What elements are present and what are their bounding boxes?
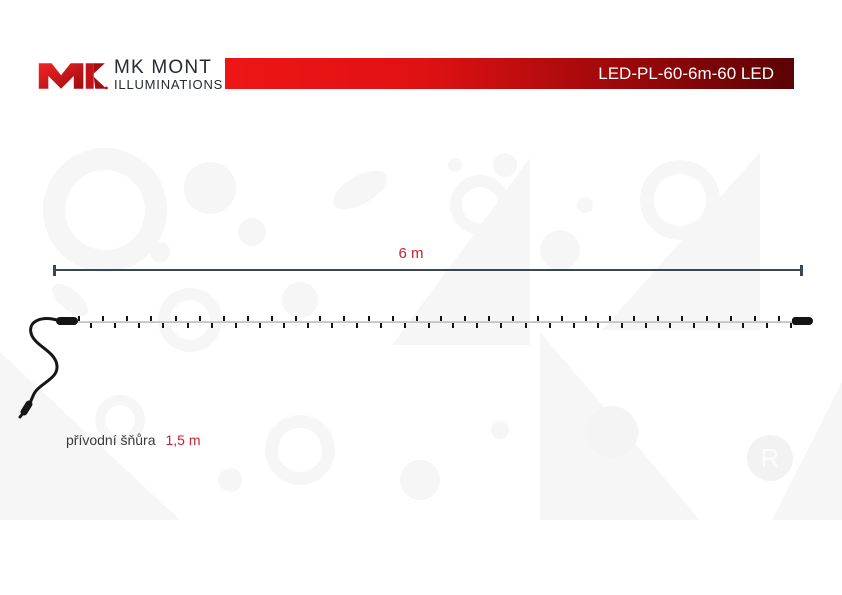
led-tick xyxy=(741,323,744,328)
led-tick xyxy=(572,323,575,328)
led-tick xyxy=(645,323,648,328)
led-tick xyxy=(283,323,286,328)
led-tick xyxy=(777,316,780,321)
led-tick xyxy=(126,316,129,321)
led-tick xyxy=(78,316,80,321)
led-tick xyxy=(210,323,213,328)
led-tick xyxy=(693,323,696,328)
led-tick xyxy=(234,323,237,328)
led-tick xyxy=(367,316,370,321)
led-tick xyxy=(512,316,515,321)
led-tick xyxy=(246,316,249,321)
length-dimension-line xyxy=(53,264,803,276)
cord-label: přívodní šňůra 1,5 m xyxy=(66,432,201,448)
led-tick xyxy=(355,323,358,328)
led-tick xyxy=(271,316,274,321)
led-tick xyxy=(138,323,141,328)
led-tick xyxy=(633,316,636,321)
led-tick xyxy=(90,323,93,328)
led-tick xyxy=(150,316,153,321)
led-tick xyxy=(415,316,418,321)
length-dimension-label: 6 m xyxy=(398,245,424,262)
led-tick xyxy=(621,323,624,328)
end-connector xyxy=(792,317,813,325)
registered-badge-letter: R xyxy=(761,443,780,473)
led-tick xyxy=(102,316,105,321)
led-tick xyxy=(427,323,430,328)
led-tick xyxy=(452,323,455,328)
plug-icon xyxy=(20,400,33,416)
led-string xyxy=(64,314,795,330)
led-tick xyxy=(162,323,165,328)
led-tick xyxy=(198,316,201,321)
led-tick xyxy=(307,323,310,328)
led-tick xyxy=(608,316,611,321)
led-tick xyxy=(174,316,177,321)
mk-monogram-icon xyxy=(38,63,108,90)
led-tick xyxy=(379,323,382,328)
led-tick xyxy=(669,323,672,328)
led-tick xyxy=(790,323,792,328)
led-tick xyxy=(222,316,225,321)
led-tick xyxy=(259,323,262,328)
led-tick xyxy=(476,323,479,328)
led-tick xyxy=(705,316,708,321)
product-title-banner: LED-PL-60-6m-60 LED xyxy=(225,58,794,89)
led-tick xyxy=(331,323,334,328)
led-tick xyxy=(548,323,551,328)
led-tick xyxy=(319,316,322,321)
led-tick xyxy=(753,316,756,321)
led-tick xyxy=(186,323,189,328)
led-tick xyxy=(681,316,684,321)
cord-connector xyxy=(56,317,78,325)
registered-badge: R xyxy=(747,435,793,481)
led-tick xyxy=(391,316,394,321)
dimension-end-cap-right xyxy=(800,264,803,276)
led-tick xyxy=(596,323,599,328)
led-tick xyxy=(524,323,527,328)
brand-name: MK MONT xyxy=(114,57,213,78)
dimension-end-cap-left xyxy=(53,264,56,276)
cord-label-text: přívodní šňůra xyxy=(66,432,156,448)
led-wire xyxy=(64,320,795,323)
product-title: LED-PL-60-6m-60 LED xyxy=(598,64,774,83)
led-tick xyxy=(464,316,467,321)
led-tick xyxy=(584,316,587,321)
cord-length-value: 1,5 m xyxy=(165,432,201,448)
power-cord xyxy=(18,317,62,419)
brand-text: MK MONT ILLUMINATIONS xyxy=(114,57,223,91)
led-tick xyxy=(657,316,660,321)
led-tick xyxy=(560,316,563,321)
led-tick xyxy=(765,323,768,328)
led-tick xyxy=(488,316,491,321)
led-tick xyxy=(343,316,346,321)
led-tick xyxy=(729,316,732,321)
led-tick xyxy=(440,316,443,321)
brand-subtitle: ILLUMINATIONS xyxy=(114,77,224,92)
led-tick xyxy=(295,316,298,321)
led-tick xyxy=(717,323,720,328)
led-tick xyxy=(500,323,503,328)
led-tick xyxy=(536,316,539,321)
brand-logo: MK MONT ILLUMINATIONS xyxy=(38,57,223,95)
led-tick xyxy=(114,323,117,328)
led-tick xyxy=(403,323,406,328)
